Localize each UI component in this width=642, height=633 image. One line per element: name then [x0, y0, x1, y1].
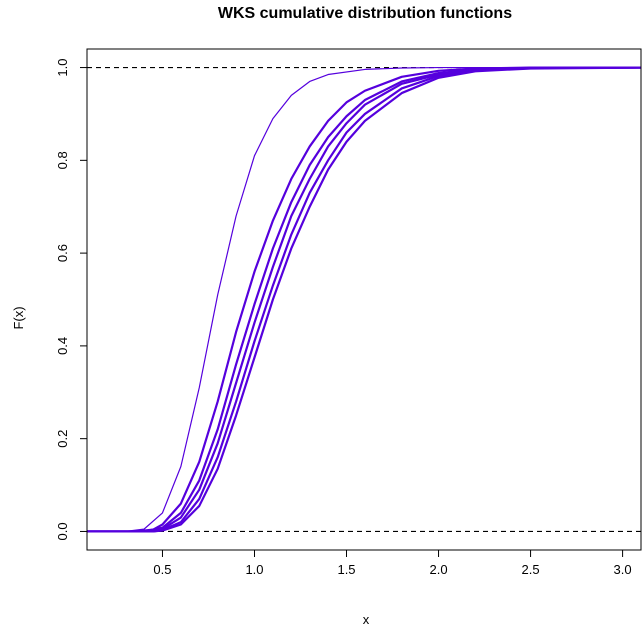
series-line-5: [87, 66, 642, 533]
series-line-4: [87, 66, 642, 533]
x-axis-label: x: [363, 612, 370, 627]
y-tick-label: 0.8: [55, 151, 70, 169]
series-layer: [87, 66, 642, 533]
y-tick-label: 0.6: [55, 244, 70, 262]
series-line-6: [87, 66, 642, 533]
chart-title: WKS cumulative distribution functions: [218, 5, 512, 22]
y-tick-label: 0.2: [55, 430, 70, 448]
series-line-1: [87, 66, 641, 533]
x-tick-label: 1.5: [337, 562, 355, 577]
series-line-2: [87, 66, 641, 533]
series-line-3: [87, 66, 642, 533]
y-tick-label: 0.4: [55, 337, 70, 355]
reference-lines: [87, 66, 641, 533]
x-tick-label: 2.0: [430, 562, 448, 577]
y-tick-label: 0.0: [55, 522, 70, 540]
plot-frame: [86, 48, 642, 551]
y-tick-label: 1.0: [55, 59, 70, 77]
x-tick-label: 1.0: [245, 562, 263, 577]
x-tick-label: 0.5: [153, 562, 171, 577]
axes-layer: 0.5 1.0 1.5 2.0 2.5 3.0 0.0 0.2 0.4 0.6 0.8 1.0: [55, 48, 642, 577]
x-tick-label: 3.0: [614, 562, 632, 577]
y-axis-label: F(x): [11, 306, 26, 329]
x-tick-label: 2.5: [522, 562, 540, 577]
